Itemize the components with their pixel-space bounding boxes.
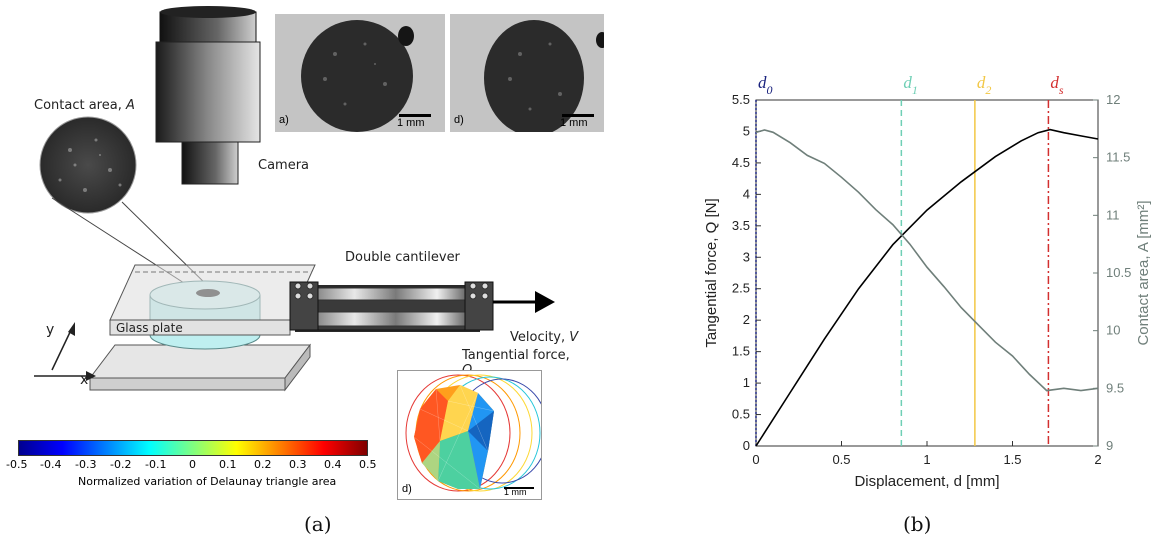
y-left-tick-label: 3.5 bbox=[732, 218, 750, 233]
caption-a: (a) bbox=[304, 512, 332, 536]
force-area-chart: 0 0.5 1 1.5 200.511.522.533.544.555.599.5101… bbox=[703, 73, 1152, 490]
mesh-scale-bar bbox=[504, 487, 534, 489]
colorbar-tick: 0.2 bbox=[254, 458, 272, 471]
marker-label-d2: d2 bbox=[977, 73, 992, 97]
contact-area-label: Contact area, A bbox=[34, 98, 135, 113]
y-right-tick-label: 11.5 bbox=[1106, 150, 1130, 165]
delaunay-mesh-inset: d) 1 mm bbox=[397, 370, 542, 500]
axis-y-label: y bbox=[46, 322, 55, 338]
y-left-tick-label: 3 bbox=[743, 249, 750, 264]
axis-x-label: x bbox=[80, 372, 89, 388]
y-right-tick-label: 12 bbox=[1106, 92, 1120, 107]
y-right-tick-label: 11 bbox=[1106, 207, 1120, 222]
y-left-tick-label: 2.5 bbox=[732, 281, 750, 296]
mesh-scale-label: 1 mm bbox=[504, 487, 527, 497]
camera-illustration bbox=[155, 6, 261, 185]
y-right-tick-label: 9.5 bbox=[1106, 380, 1124, 395]
x-tick-label: 1.5 bbox=[1003, 452, 1021, 467]
contact-image-d: d) 1 mm bbox=[450, 14, 604, 132]
apparatus-illustration bbox=[34, 264, 555, 392]
camera-label: Camera bbox=[258, 158, 310, 173]
series-contact-area bbox=[755, 129, 1099, 392]
x-axis-label: Displacement, d [mm] bbox=[854, 473, 999, 490]
colorbar-tick: -0.2 bbox=[110, 458, 132, 471]
y-left-tick-label: 4.5 bbox=[732, 155, 750, 170]
y-left-tick-label: 0 bbox=[743, 438, 750, 453]
y-left-tick-label: 5 bbox=[743, 123, 750, 138]
colorbar-tick: -0.4 bbox=[40, 458, 62, 471]
marker-label-ds: ds bbox=[1050, 73, 1064, 97]
y-left-tick-label: 2 bbox=[743, 312, 750, 327]
scale-label-d: 1 mm bbox=[560, 117, 588, 129]
marker-label-d1: d1 bbox=[903, 73, 918, 97]
colorbar-tick: 0.5 bbox=[359, 458, 377, 471]
colorbar-label: Normalized variation of Delaunay triangl… bbox=[78, 475, 337, 488]
colorbar bbox=[18, 440, 368, 456]
y-right-tick-label: 10 bbox=[1106, 323, 1120, 338]
colorbar-tick: 0.4 bbox=[324, 458, 342, 471]
caption-b: (b) bbox=[903, 512, 932, 536]
mesh-tag: d) bbox=[402, 483, 412, 495]
x-tick-label: 0.5 bbox=[832, 452, 850, 467]
colorbar-tick: -0.1 bbox=[145, 458, 167, 471]
y-right-tick-label: 9 bbox=[1106, 438, 1113, 453]
colorbar-tick: -0.5 bbox=[6, 458, 28, 471]
x-tick-label: 0 bbox=[752, 452, 759, 467]
y-right-axis-label: Contact area, A [mm²] bbox=[1135, 200, 1152, 345]
x-tick-label: 2 bbox=[1094, 452, 1101, 467]
image-d-tag: d) bbox=[454, 114, 464, 126]
colorbar-tick: 0.1 bbox=[219, 458, 237, 471]
scale-label-a: 1 mm bbox=[397, 117, 425, 129]
plot-frame bbox=[755, 99, 1099, 447]
glass-plate-label: Glass plate bbox=[116, 321, 183, 335]
contact-image-a: a) 1 mm bbox=[275, 14, 445, 132]
y-left-tick-label: 0.5 bbox=[732, 407, 750, 422]
y-left-axis-label: Tangential force, Q [N] bbox=[703, 198, 720, 347]
colorbar-tick: -0.3 bbox=[75, 458, 97, 471]
colorbar-tick: 0.3 bbox=[289, 458, 307, 471]
scale-bar-d bbox=[562, 114, 594, 117]
image-a-tag: a) bbox=[279, 114, 289, 126]
scale-bar-a bbox=[399, 114, 431, 117]
y-left-tick-label: 1.5 bbox=[732, 344, 750, 359]
colorbar-tick: 0 bbox=[189, 458, 196, 471]
series-tangential-force bbox=[755, 128, 1099, 447]
x-tick-label: 1 bbox=[923, 452, 930, 467]
y-left-tick-label: 5.5 bbox=[732, 92, 750, 107]
double-cantilever-label: Double cantilever bbox=[345, 250, 460, 265]
panel-a: Camera Contact area, A a) bbox=[0, 0, 604, 540]
colorbar-ticks: -0.5 -0.4 -0.3 -0.2 -0.1 0 0.1 0.2 0.3 0… bbox=[6, 458, 378, 472]
y-left-tick-label: 1 bbox=[743, 375, 750, 390]
y-left-tick-label: 4 bbox=[743, 186, 750, 201]
marker-label-d0: d0 bbox=[758, 73, 773, 97]
y-right-tick-label: 10.5 bbox=[1106, 265, 1131, 280]
velocity-label: Velocity, V bbox=[510, 330, 579, 345]
